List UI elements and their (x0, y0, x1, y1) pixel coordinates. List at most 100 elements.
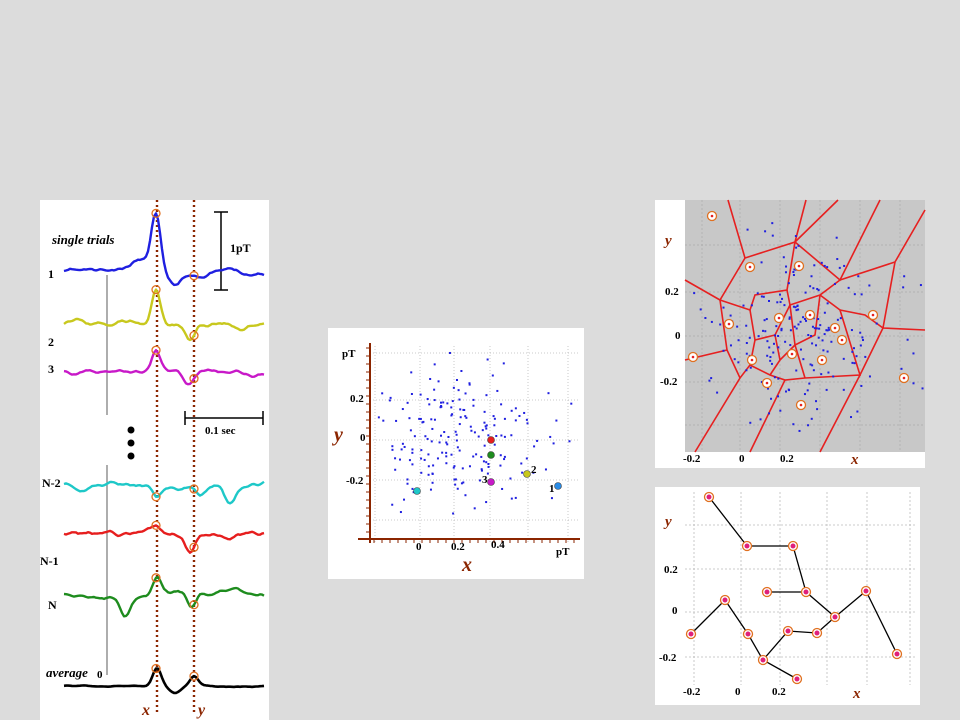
voronoi-point (763, 319, 766, 322)
highlight-point-2 (523, 470, 531, 478)
scatter-point (446, 443, 449, 446)
scatter-point (445, 441, 448, 444)
scatter-point (470, 429, 473, 432)
path-node-center (803, 589, 809, 595)
voronoi-site-center (790, 352, 794, 356)
scatter-point (480, 469, 483, 472)
voronoi-point (795, 309, 798, 312)
scatter-point (437, 380, 440, 383)
scatter-point (389, 396, 392, 399)
scatter-x-axis-label: x (462, 554, 472, 576)
voronoi-point (860, 293, 863, 296)
scatter-point (442, 401, 445, 404)
voronoi-point (912, 382, 915, 385)
highlight-point-green (487, 451, 495, 459)
scatter-point (430, 440, 433, 443)
voronoi-point (796, 304, 799, 307)
voronoi-point (762, 295, 765, 298)
voronoi-point (809, 363, 812, 366)
voronoi-point (853, 362, 856, 365)
voronoi-point (773, 376, 776, 379)
scatter-point (487, 462, 490, 465)
voronoi-cell-edge (794, 294, 821, 346)
scatter-point (482, 460, 485, 463)
voronoi-point (760, 381, 763, 384)
voronoi-point (777, 346, 780, 349)
voronoi-point (710, 320, 713, 323)
scatter-point (464, 415, 467, 418)
voronoi-point (812, 287, 815, 290)
scatter-point (445, 455, 448, 458)
path-segment (805, 589, 898, 655)
voronoi-point (810, 275, 813, 278)
scatter-x-tick: 0 (416, 541, 422, 553)
scatter-point (431, 427, 434, 430)
voronoi-point (839, 317, 842, 320)
voronoi-point (919, 284, 922, 287)
voronoi-plot-area (685, 200, 925, 452)
scatter-point (503, 455, 506, 458)
scatter-point (500, 403, 503, 406)
scatter-point (503, 417, 506, 420)
scatter-y-unit: pT (342, 348, 356, 360)
path-node-center (764, 589, 770, 595)
voronoi-point (729, 344, 732, 347)
voronoi-point (807, 334, 810, 337)
voronoi-x-tick: 0 (739, 453, 745, 465)
voronoi-point (822, 349, 825, 352)
scatter-point (436, 457, 439, 460)
voronoi-point (813, 264, 816, 267)
voronoi-point (792, 271, 795, 274)
scatter-point (429, 488, 432, 491)
scatter-point (510, 497, 513, 500)
scatter-point (399, 511, 402, 514)
scatter-point (550, 497, 553, 500)
scatter-panel: pT 0.2 0 -0.2 y 0 0.2 0.4 pT x 1 2 3 (328, 328, 584, 579)
voronoi-point (821, 339, 824, 342)
voronoi-point (788, 389, 791, 392)
scatter-point (499, 454, 502, 457)
voronoi-point (737, 339, 740, 342)
scatter-point (420, 457, 423, 460)
scatter-point (441, 451, 444, 454)
voronoi-point (769, 356, 772, 359)
scatter-point (495, 435, 498, 438)
voronoi-point (816, 408, 819, 411)
voronoi-y-axis-label: y (665, 233, 672, 249)
scatter-point (458, 449, 461, 452)
scatter-point (491, 374, 494, 377)
scatter-point (475, 453, 478, 456)
scatter-point (455, 378, 458, 381)
latency-marker (189, 330, 199, 341)
scatter-point (468, 465, 471, 468)
path-x-axis-label: x (853, 686, 861, 702)
highlight-point-1 (554, 482, 562, 490)
voronoi-point (811, 342, 814, 345)
voronoi-cell-edge (726, 349, 806, 381)
latency-marker (151, 520, 161, 531)
voronoi-point (759, 418, 762, 421)
voronoi-site-center (871, 313, 875, 317)
scatter-point (552, 442, 555, 445)
voronoi-point (776, 301, 779, 304)
voronoi-site-center (840, 338, 844, 342)
y-latency-label: y (198, 702, 206, 719)
voronoi-point (766, 354, 769, 357)
voronoi-point (776, 395, 779, 398)
average-label: average (46, 665, 88, 680)
voronoi-point (861, 336, 864, 339)
scatter-point (433, 418, 436, 421)
scatter-point (440, 401, 443, 404)
voronoi-point (906, 338, 909, 341)
scatter-point (486, 358, 489, 361)
voronoi-point (842, 388, 845, 391)
voronoi-point (851, 350, 854, 353)
voronoi-point (817, 318, 820, 321)
voronoi-point (722, 349, 725, 352)
voronoi-point (803, 393, 806, 396)
voronoi-point (766, 387, 769, 390)
latency-marker (151, 573, 161, 583)
voronoi-point (847, 286, 850, 289)
scatter-point (460, 369, 463, 372)
voronoi-y-tick: -0.2 (660, 376, 678, 388)
